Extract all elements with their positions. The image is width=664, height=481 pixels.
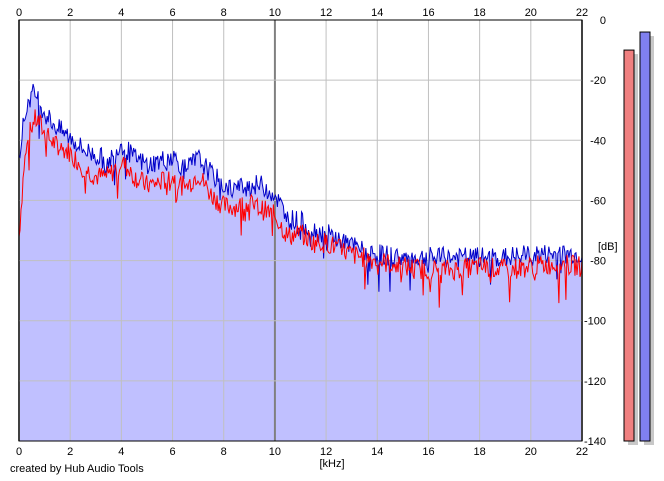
x-tick-label-top: 10 xyxy=(269,7,281,19)
x-axis-label: [kHz] xyxy=(319,458,344,470)
y-tick-label: -20 xyxy=(590,75,606,87)
x-tick-label-bottom: 0 xyxy=(16,446,22,458)
series-layer xyxy=(18,83,583,308)
x-tick-label-bottom: 22 xyxy=(576,446,588,458)
x-tick-label-top: 14 xyxy=(371,7,383,19)
x-tick-label-top: 0 xyxy=(16,7,22,19)
series-line-left xyxy=(18,109,583,308)
y-tick-label: -140 xyxy=(584,436,606,448)
level-meters xyxy=(623,31,654,446)
x-tick-label-bottom: 18 xyxy=(474,446,486,458)
x-tick-labels-bottom: 0 2 4 6 8 10 12 14 16 18 20 22 xyxy=(16,446,588,458)
x-tick-label-top: 22 xyxy=(576,7,588,19)
spectrum-fill-area xyxy=(19,84,582,441)
x-tick-label-top: 2 xyxy=(67,7,73,19)
x-tick-label-top: 16 xyxy=(422,7,434,19)
x-tick-label-bottom: 20 xyxy=(525,446,537,458)
series-line-right xyxy=(18,83,583,292)
x-tick-label-top: 4 xyxy=(118,7,124,19)
x-tick-label-bottom: 16 xyxy=(422,446,434,458)
footer-credit: created by Hub Audio Tools xyxy=(10,463,144,475)
y-tick-label: -100 xyxy=(584,316,606,328)
meter-bar-right xyxy=(639,31,651,442)
x-tick-label-top: 20 xyxy=(525,7,537,19)
y-tick-label: -40 xyxy=(590,135,606,147)
x-tick-label-bottom: 6 xyxy=(169,446,175,458)
spectrum-fill-layer xyxy=(19,84,582,441)
x-tick-label-top: 12 xyxy=(320,7,332,19)
y-tick-label: 0 xyxy=(600,15,606,27)
x-tick-labels-top: 0 2 4 6 8 10 12 14 16 18 20 22 xyxy=(16,7,588,19)
y-tick-labels: 0 -20 -40 -60 -80 -100 -120 -140 xyxy=(584,15,606,448)
x-tick-label-bottom: 10 xyxy=(269,446,281,458)
meter-bar-left xyxy=(623,49,635,442)
x-tick-label-bottom: 8 xyxy=(221,446,227,458)
y-tick-label: -80 xyxy=(590,256,606,268)
axis-layer xyxy=(18,19,583,442)
x-tick-label-bottom: 14 xyxy=(371,446,383,458)
y-tick-label: -120 xyxy=(584,376,606,388)
x-tick-label-top: 18 xyxy=(474,7,486,19)
x-tick-label-bottom: 4 xyxy=(118,446,124,458)
x-tick-label-top: 8 xyxy=(221,7,227,19)
y-tick-label: -60 xyxy=(590,195,606,207)
x-tick-label-bottom: 12 xyxy=(320,446,332,458)
y-axis-label: [dB] xyxy=(598,241,618,253)
x-tick-label-top: 6 xyxy=(169,7,175,19)
plot-frame xyxy=(18,19,583,442)
x-tick-label-bottom: 2 xyxy=(67,446,73,458)
